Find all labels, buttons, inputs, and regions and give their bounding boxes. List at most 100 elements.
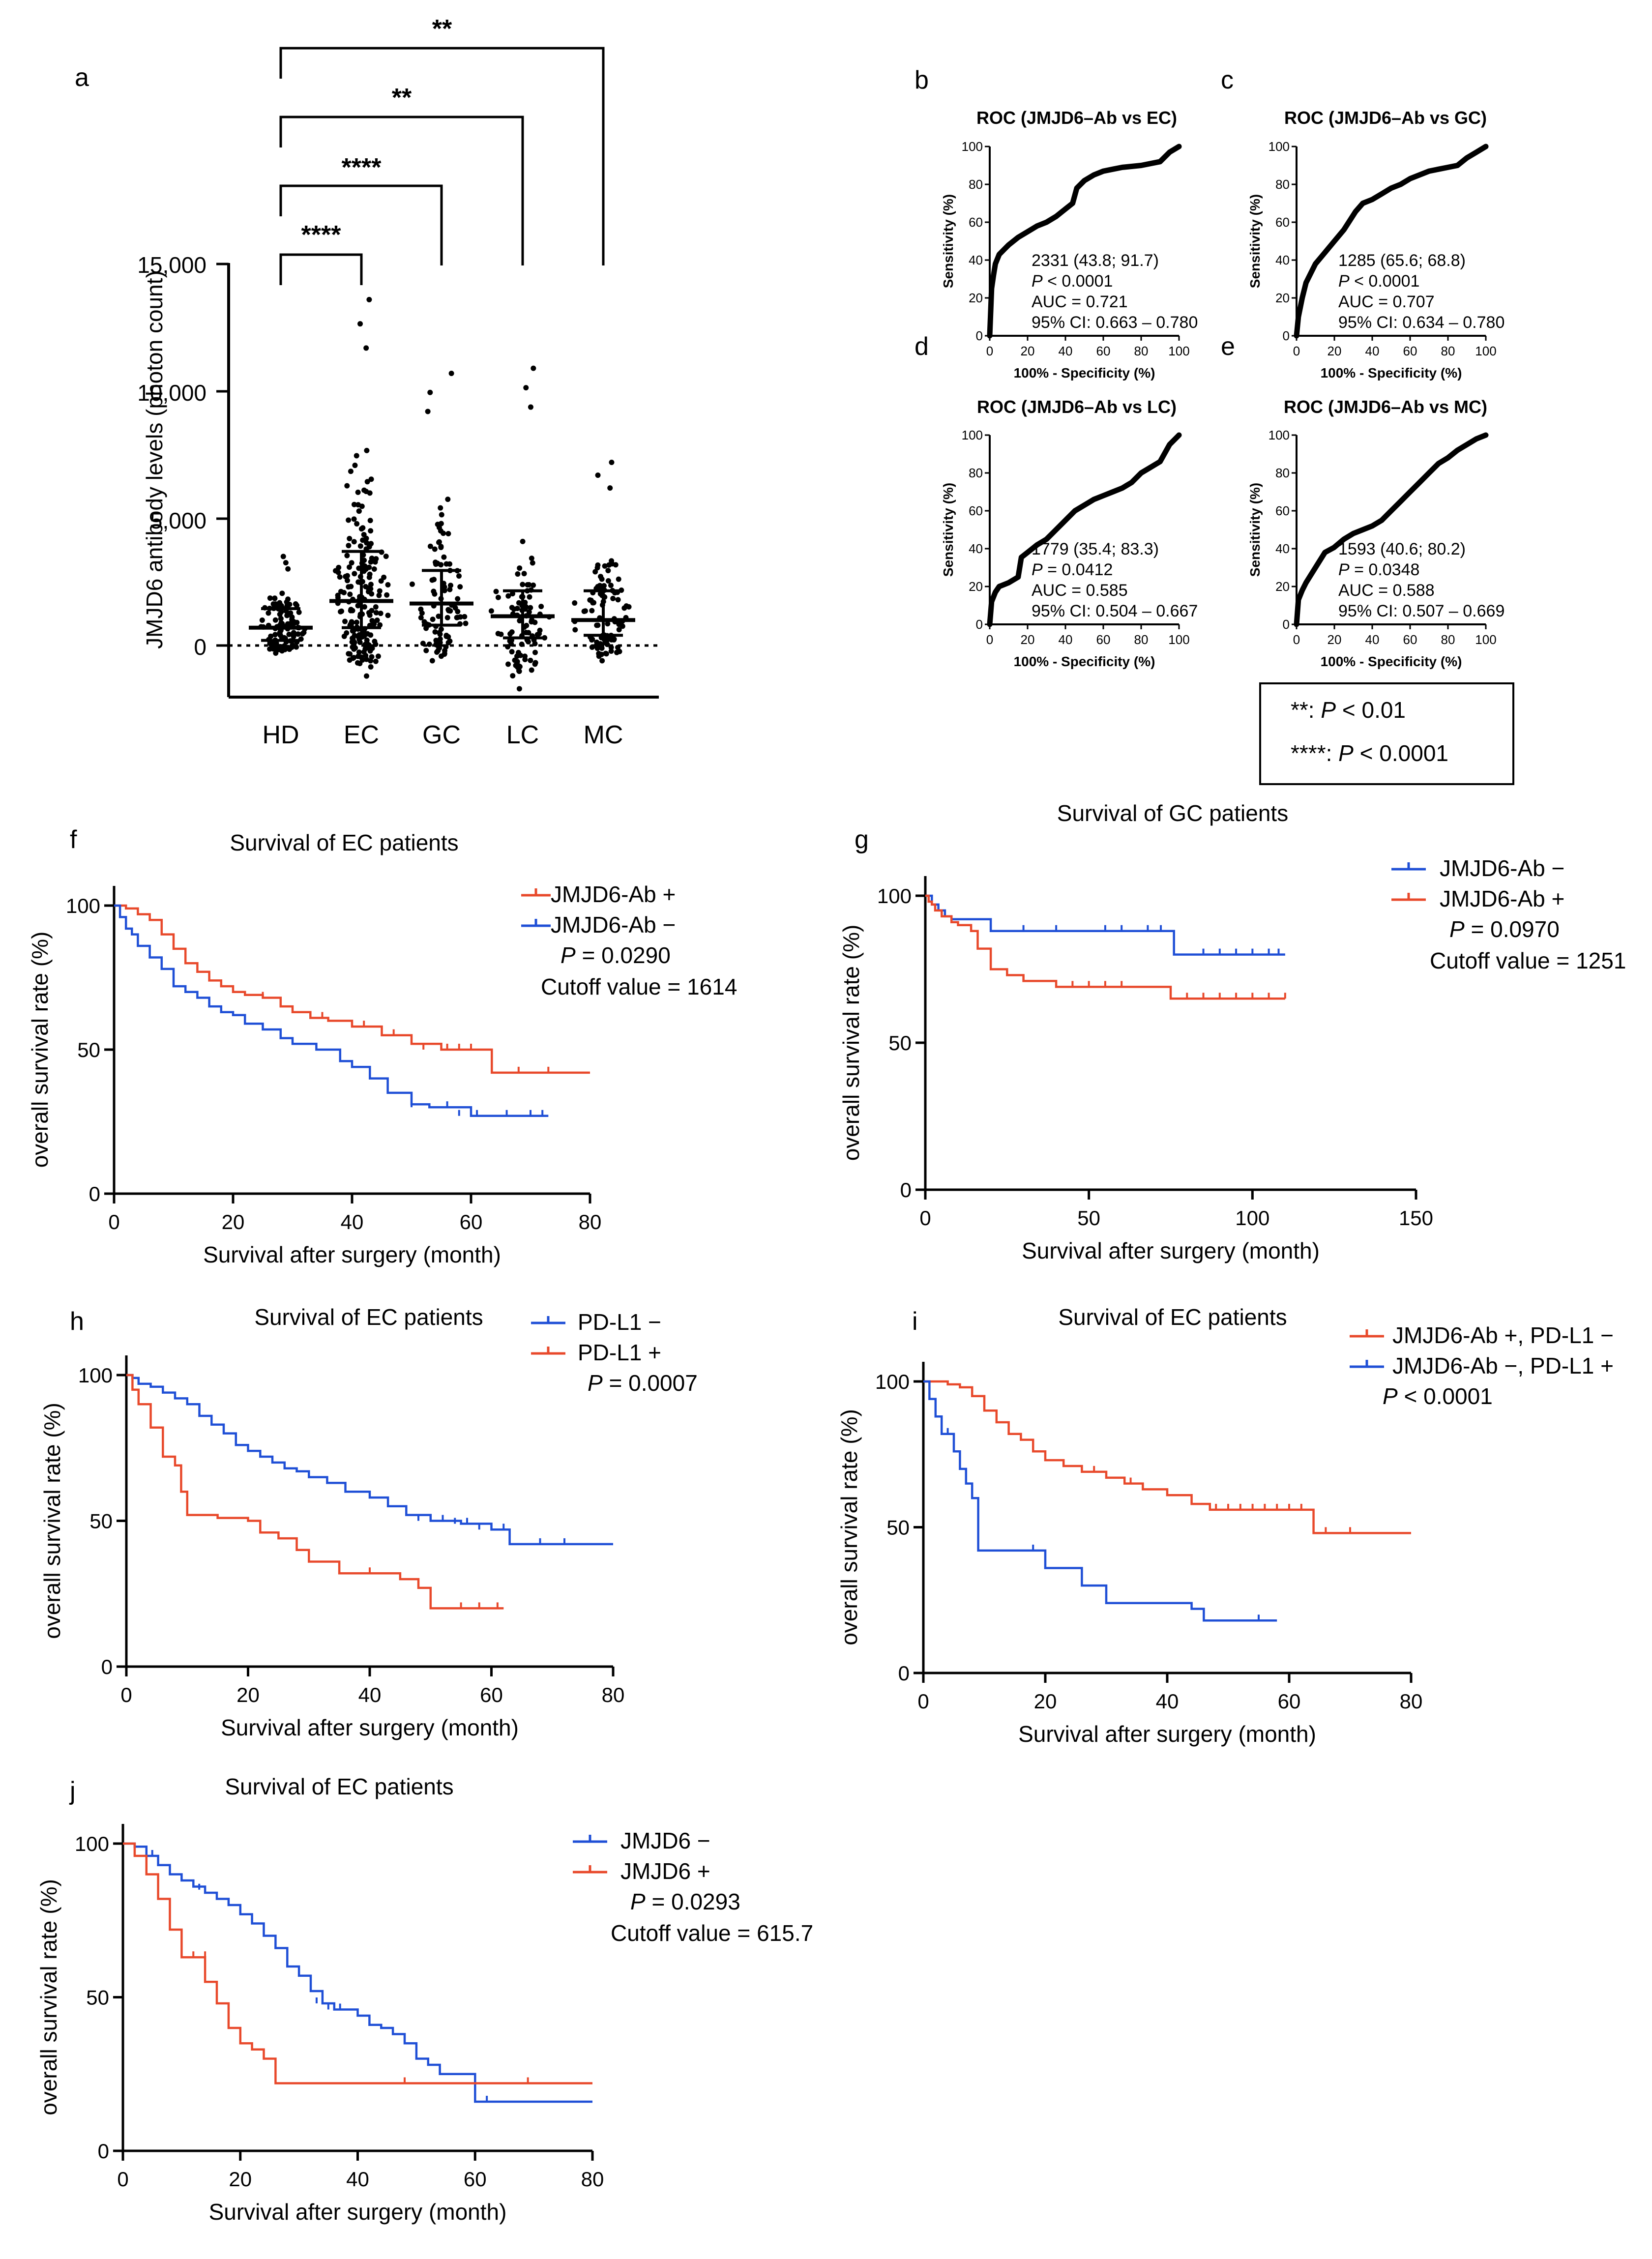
panel-a-dot bbox=[364, 637, 370, 643]
km-curve-1 bbox=[923, 1380, 1411, 1534]
roc-ytick-label: 40 bbox=[969, 253, 983, 267]
roc-auc: AUC = 0.707 bbox=[1338, 293, 1435, 311]
panel-a-dot bbox=[523, 385, 529, 391]
panel-a-dot bbox=[335, 595, 341, 601]
panel-a-dot bbox=[359, 503, 365, 509]
roc-xtick-label: 80 bbox=[1441, 344, 1455, 358]
roc-cutoff-annotation: 1285 (65.6; 68.8) bbox=[1338, 251, 1466, 270]
km-title: Survival of EC patients bbox=[225, 1774, 453, 1799]
panel-a-dot bbox=[351, 539, 357, 545]
panel-a-dot bbox=[351, 646, 357, 652]
panel-a-dot bbox=[438, 544, 444, 550]
panel-a-dot bbox=[589, 608, 595, 614]
roc-ytick-label: 80 bbox=[1275, 466, 1290, 480]
panel-a-category-label: LC bbox=[506, 721, 539, 749]
km-xtick-label: 80 bbox=[1400, 1690, 1423, 1713]
km-panel-h: h Survival of EC patients 0 50 100 0 20 40 60 80 S… bbox=[39, 1304, 698, 1740]
sig-legend-line-2: ****: P < 0.0001 bbox=[1291, 740, 1448, 766]
panel-a-dot bbox=[349, 560, 354, 566]
panel-a-dot bbox=[348, 621, 354, 627]
panel-a-dot bbox=[505, 593, 511, 599]
panel-a-dot bbox=[378, 611, 384, 616]
roc-auc: AUC = 0.721 bbox=[1032, 293, 1128, 311]
km-xtick-label: 0 bbox=[117, 2168, 128, 2191]
sig-label-hd-mc: ** bbox=[432, 15, 452, 43]
panel-a-dot bbox=[603, 651, 609, 657]
panel-a-dot bbox=[423, 625, 429, 631]
panel-a-dot bbox=[368, 541, 374, 547]
panel-a-dot bbox=[378, 578, 384, 584]
panel-a-dot bbox=[351, 501, 357, 507]
panel-a-dot bbox=[348, 584, 354, 589]
panel-a-dot bbox=[520, 582, 526, 587]
roc-cutoff-annotation: 1593 (40.6; 80.2) bbox=[1338, 540, 1466, 558]
panel-a-dot bbox=[516, 686, 522, 692]
panel-a-dot bbox=[409, 581, 415, 587]
roc-xlabel: 100% - Specificity (%) bbox=[1014, 365, 1155, 381]
panel-a-dot bbox=[363, 566, 369, 572]
sig-legend-line-1: **: P < 0.01 bbox=[1291, 697, 1406, 723]
km-xtick-label: 40 bbox=[341, 1210, 364, 1233]
roc-cutoff-annotation: 2331 (43.8; 91.7) bbox=[1032, 251, 1159, 270]
panel-a-dot bbox=[582, 608, 588, 614]
km-xtick-label: 40 bbox=[358, 1683, 382, 1706]
panel-a-dot bbox=[282, 646, 288, 652]
panel-a-dot bbox=[538, 604, 544, 610]
km-ytick-label: 100 bbox=[78, 1364, 113, 1387]
panel-a-dot bbox=[351, 516, 357, 522]
panel-a-dot bbox=[419, 610, 425, 616]
roc-panel-letter: d bbox=[914, 332, 929, 361]
km-ytick-label: 50 bbox=[888, 1031, 912, 1055]
panel-a-dot bbox=[352, 633, 357, 639]
panel-a-dot bbox=[368, 658, 374, 664]
panel-a-dot bbox=[611, 636, 617, 642]
km-ylabel: overall survival rate (%) bbox=[836, 1409, 862, 1645]
roc-ytick-label: 20 bbox=[969, 579, 983, 594]
panel-a-dot bbox=[372, 639, 378, 645]
panel-a-dot bbox=[354, 619, 359, 625]
panel-a-dot bbox=[418, 615, 424, 620]
km-xtick-label: 100 bbox=[1235, 1206, 1269, 1230]
panel-a-dot bbox=[385, 582, 391, 588]
roc-title: ROC (JMJD6–Ab vs LC) bbox=[977, 397, 1177, 417]
panel-a-dot bbox=[355, 489, 361, 495]
panel-a-dot bbox=[279, 590, 285, 596]
roc-xtick-label: 20 bbox=[1021, 632, 1035, 647]
panel-a-dot bbox=[436, 614, 442, 619]
roc-ytick-label: 60 bbox=[969, 503, 983, 518]
roc-ytick-label: 100 bbox=[962, 139, 983, 154]
panel-a-dot bbox=[364, 479, 370, 485]
panel-a-dot bbox=[526, 609, 532, 615]
panel-a-dot bbox=[435, 560, 441, 566]
roc-xtick-label: 20 bbox=[1328, 344, 1342, 358]
km-xlabel: Survival after surgery (month) bbox=[203, 1242, 501, 1267]
km-xtick-label: 0 bbox=[108, 1210, 119, 1233]
roc-xtick-label: 0 bbox=[1293, 344, 1300, 358]
panel-a-dot bbox=[274, 647, 280, 653]
panel-a-dot bbox=[267, 595, 273, 601]
panel-a-dot bbox=[616, 627, 622, 633]
roc-ylabel: Sensitivity (%) bbox=[1247, 483, 1263, 577]
roc-ytick-label: 20 bbox=[1275, 579, 1290, 594]
km-p-value: P = 0.0290 bbox=[560, 942, 671, 968]
panel-a-dot bbox=[259, 617, 265, 623]
roc-p-value: P < 0.0001 bbox=[1032, 272, 1113, 291]
km-ylabel: overall survival rate (%) bbox=[27, 932, 53, 1168]
panel-a-dot bbox=[361, 604, 367, 610]
panel-a-dot bbox=[344, 483, 350, 489]
panel-a-dot bbox=[445, 497, 451, 502]
panel-a-dot bbox=[344, 578, 350, 584]
roc-p-value: P = 0.0348 bbox=[1338, 560, 1419, 579]
roc-p-value: P = 0.0412 bbox=[1032, 560, 1113, 579]
panel-a-dot bbox=[512, 657, 518, 663]
panel-a-dot bbox=[607, 485, 613, 491]
km-xtick-label: 60 bbox=[464, 2168, 487, 2191]
km-legend-label: JMJD6-Ab − bbox=[1440, 855, 1564, 881]
panel-a-dot bbox=[462, 614, 468, 619]
km-xtick-label: 80 bbox=[602, 1683, 625, 1706]
panel-a-dot bbox=[594, 565, 600, 571]
panel-a-dot bbox=[448, 370, 454, 376]
panel-a-dot bbox=[523, 630, 529, 636]
significance-legend-box bbox=[1259, 682, 1514, 785]
